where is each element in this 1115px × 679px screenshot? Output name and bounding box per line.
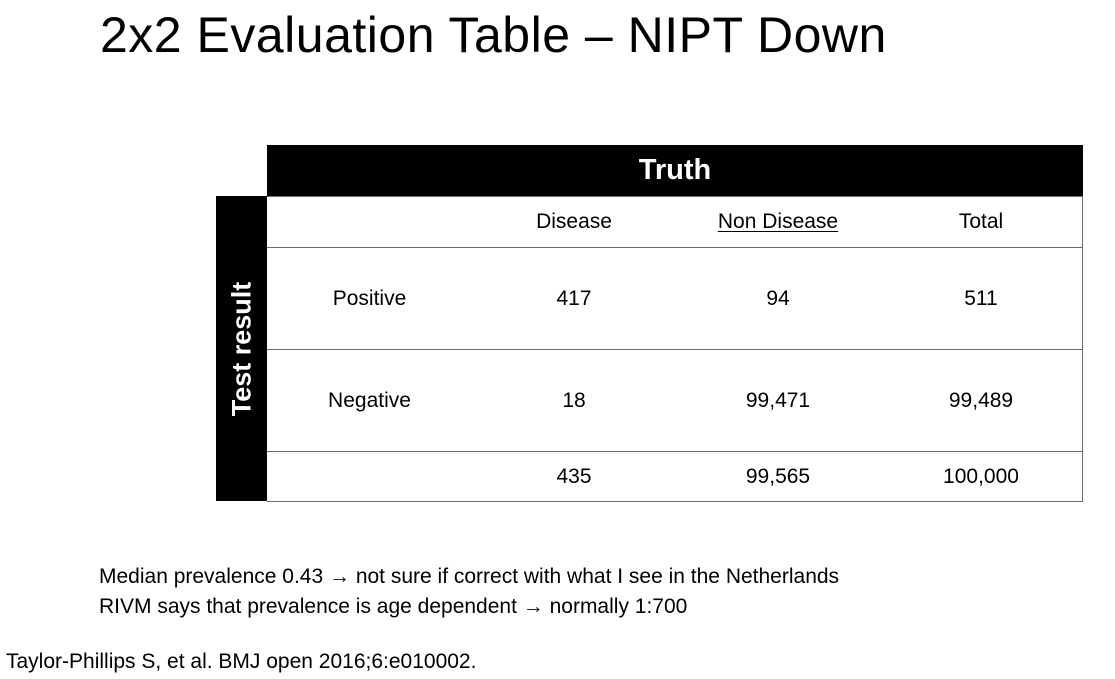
note-rivm: RIVM says that prevalence is age depende… bbox=[99, 595, 688, 618]
cell-negative-total: 99,489 bbox=[948, 388, 1014, 412]
evaluation-table: Disease Non Disease Total Positive 417 9… bbox=[267, 196, 1083, 502]
truth-header-label: Truth bbox=[638, 154, 712, 186]
row-label-positive: Positive bbox=[332, 286, 407, 310]
table-row-total: 435 99,565 100,000 bbox=[267, 451, 1082, 502]
header-cell-disease: Disease bbox=[536, 210, 612, 233]
cell-grand-total: 100,000 bbox=[943, 465, 1019, 488]
note-prevalence: Median prevalence 0.43 → not sure if cor… bbox=[99, 565, 840, 588]
cell-positive-disease: 417 bbox=[556, 286, 592, 310]
test-result-label: Test result bbox=[226, 281, 256, 416]
cell-total-non-disease: 99,565 bbox=[745, 465, 811, 488]
test-result-header: Test result bbox=[216, 196, 267, 501]
header-cell-empty bbox=[267, 197, 472, 247]
row-label-total bbox=[267, 452, 472, 502]
header-cell-non-disease: Non Disease bbox=[717, 210, 839, 233]
cell-positive-non-disease: 94 bbox=[766, 286, 790, 310]
slide-title: 2x2 Evaluation Table – NIPT Down bbox=[100, 7, 887, 63]
header-cell-total: Total bbox=[958, 210, 1004, 233]
reference-citation: Taylor-Phillips S, et al. BMJ open 2016;… bbox=[6, 650, 477, 673]
table-row-positive: Positive 417 94 511 bbox=[267, 247, 1082, 349]
cell-negative-disease: 18 bbox=[562, 388, 586, 412]
table-row-negative: Negative 18 99,471 99,489 bbox=[267, 349, 1082, 451]
table-header-row: Disease Non Disease Total bbox=[267, 197, 1082, 247]
cell-positive-total: 511 bbox=[964, 286, 998, 310]
cell-total-disease: 435 bbox=[556, 465, 592, 488]
truth-header: Truth bbox=[267, 145, 1083, 196]
cell-negative-non-disease: 99,471 bbox=[745, 388, 811, 412]
row-label-negative: Negative bbox=[328, 388, 411, 412]
